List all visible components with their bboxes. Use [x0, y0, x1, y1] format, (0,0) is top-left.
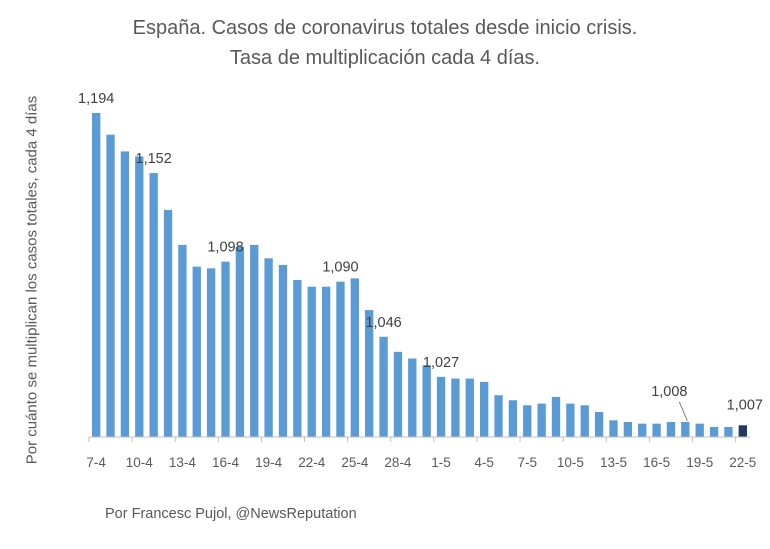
bar-14-4: [192, 266, 201, 437]
x-tick-label-25-4: 25-4: [341, 455, 369, 470]
data-label-22-5: 1,007: [727, 397, 763, 413]
bar-10-5: [566, 403, 575, 437]
x-tick-label-7-5: 7-5: [518, 455, 538, 470]
x-tick-label-13-4: 13-4: [169, 455, 197, 470]
x-tick-label-13-5: 13-5: [600, 455, 627, 470]
bar-20-4: [278, 264, 288, 437]
x-tick-label-4-5: 4-5: [474, 455, 494, 470]
bar-10-4: [135, 156, 144, 438]
bar-7-4: [92, 113, 101, 437]
bar-1-5: [436, 376, 446, 437]
x-tick-label-28-4: 28-4: [384, 455, 412, 470]
x-tick-label-7-4: 7-4: [86, 455, 106, 470]
credit-text: Por Francesc Pujol, @NewsReputation: [105, 506, 357, 522]
bar-25-4: [350, 278, 359, 437]
bar-14-5: [623, 421, 633, 437]
bar-8-5: [537, 403, 546, 437]
bar-4-5: [480, 381, 489, 437]
data-label-16-4: 1,098: [207, 240, 243, 256]
x-tick-label-16-4: 16-4: [212, 455, 240, 470]
bar-12-4: [163, 209, 173, 437]
bar-21-5: [724, 426, 733, 437]
x-tick-label-1-5: 1-5: [431, 455, 451, 470]
bar-13-4: [178, 244, 187, 437]
data-label-11-4: 1,152: [136, 151, 172, 167]
bar-17-5: [666, 421, 676, 437]
x-tick-label-10-5: 10-5: [557, 455, 584, 470]
x-tick-label-10-4: 10-4: [126, 455, 154, 470]
bar-11-4: [149, 173, 158, 437]
bar-19-4: [264, 258, 273, 437]
bar-23-4: [321, 286, 331, 437]
bar-9-4: [120, 151, 130, 437]
bar-18-5: [681, 421, 690, 437]
chart-title-line2: Tasa de multiplicación cada 4 días.: [229, 47, 541, 69]
bar-15-4: [206, 268, 216, 437]
bar-28-4: [393, 351, 403, 437]
x-tick-label-22-5: 22-5: [729, 455, 756, 470]
bar-12-5: [594, 411, 604, 437]
bar-16-5: [652, 423, 661, 437]
x-tick-label-19-4: 19-4: [255, 455, 283, 470]
bar-8-4: [106, 134, 115, 437]
bar-21-4: [293, 280, 302, 437]
x-tick-label-16-5: 16-5: [643, 455, 670, 470]
bar-20-5: [709, 426, 719, 437]
data-label-24-4: 1,090: [322, 260, 358, 276]
bar-11-5: [580, 405, 589, 437]
bar-29-4: [408, 358, 417, 437]
bar-13-5: [609, 420, 618, 437]
bar-6-5: [508, 400, 518, 437]
bar-16-4: [221, 261, 230, 437]
bar-3-5: [465, 378, 474, 437]
bar-7-5: [523, 405, 532, 437]
bar-22-4: [307, 286, 316, 437]
data-label-7-4: 1,194: [78, 91, 114, 107]
x-tick-label-19-5: 19-5: [686, 455, 713, 470]
bar-17-4: [235, 246, 245, 437]
data-label-27-4: 1,046: [365, 315, 401, 331]
bar-22-5: [738, 425, 747, 437]
bar-19-5: [695, 423, 704, 437]
chart-title-line1: España. Casos de coronavirus totales des…: [132, 17, 638, 39]
bar-26-4: [365, 310, 374, 437]
data-label-leader: [678, 401, 688, 422]
bar-24-4: [336, 281, 345, 437]
bar-18-4: [250, 244, 259, 437]
bar-15-5: [638, 423, 647, 437]
bar-2-5: [451, 378, 460, 437]
x-tick-label-22-4: 22-4: [298, 455, 326, 470]
data-label-18-5: 1,008: [651, 384, 687, 400]
bar-30-4: [422, 365, 431, 437]
data-label-1-5: 1,027: [423, 355, 459, 371]
bar-9-5: [551, 396, 561, 437]
bar-5-5: [494, 395, 503, 437]
bar-27-4: [379, 336, 388, 437]
